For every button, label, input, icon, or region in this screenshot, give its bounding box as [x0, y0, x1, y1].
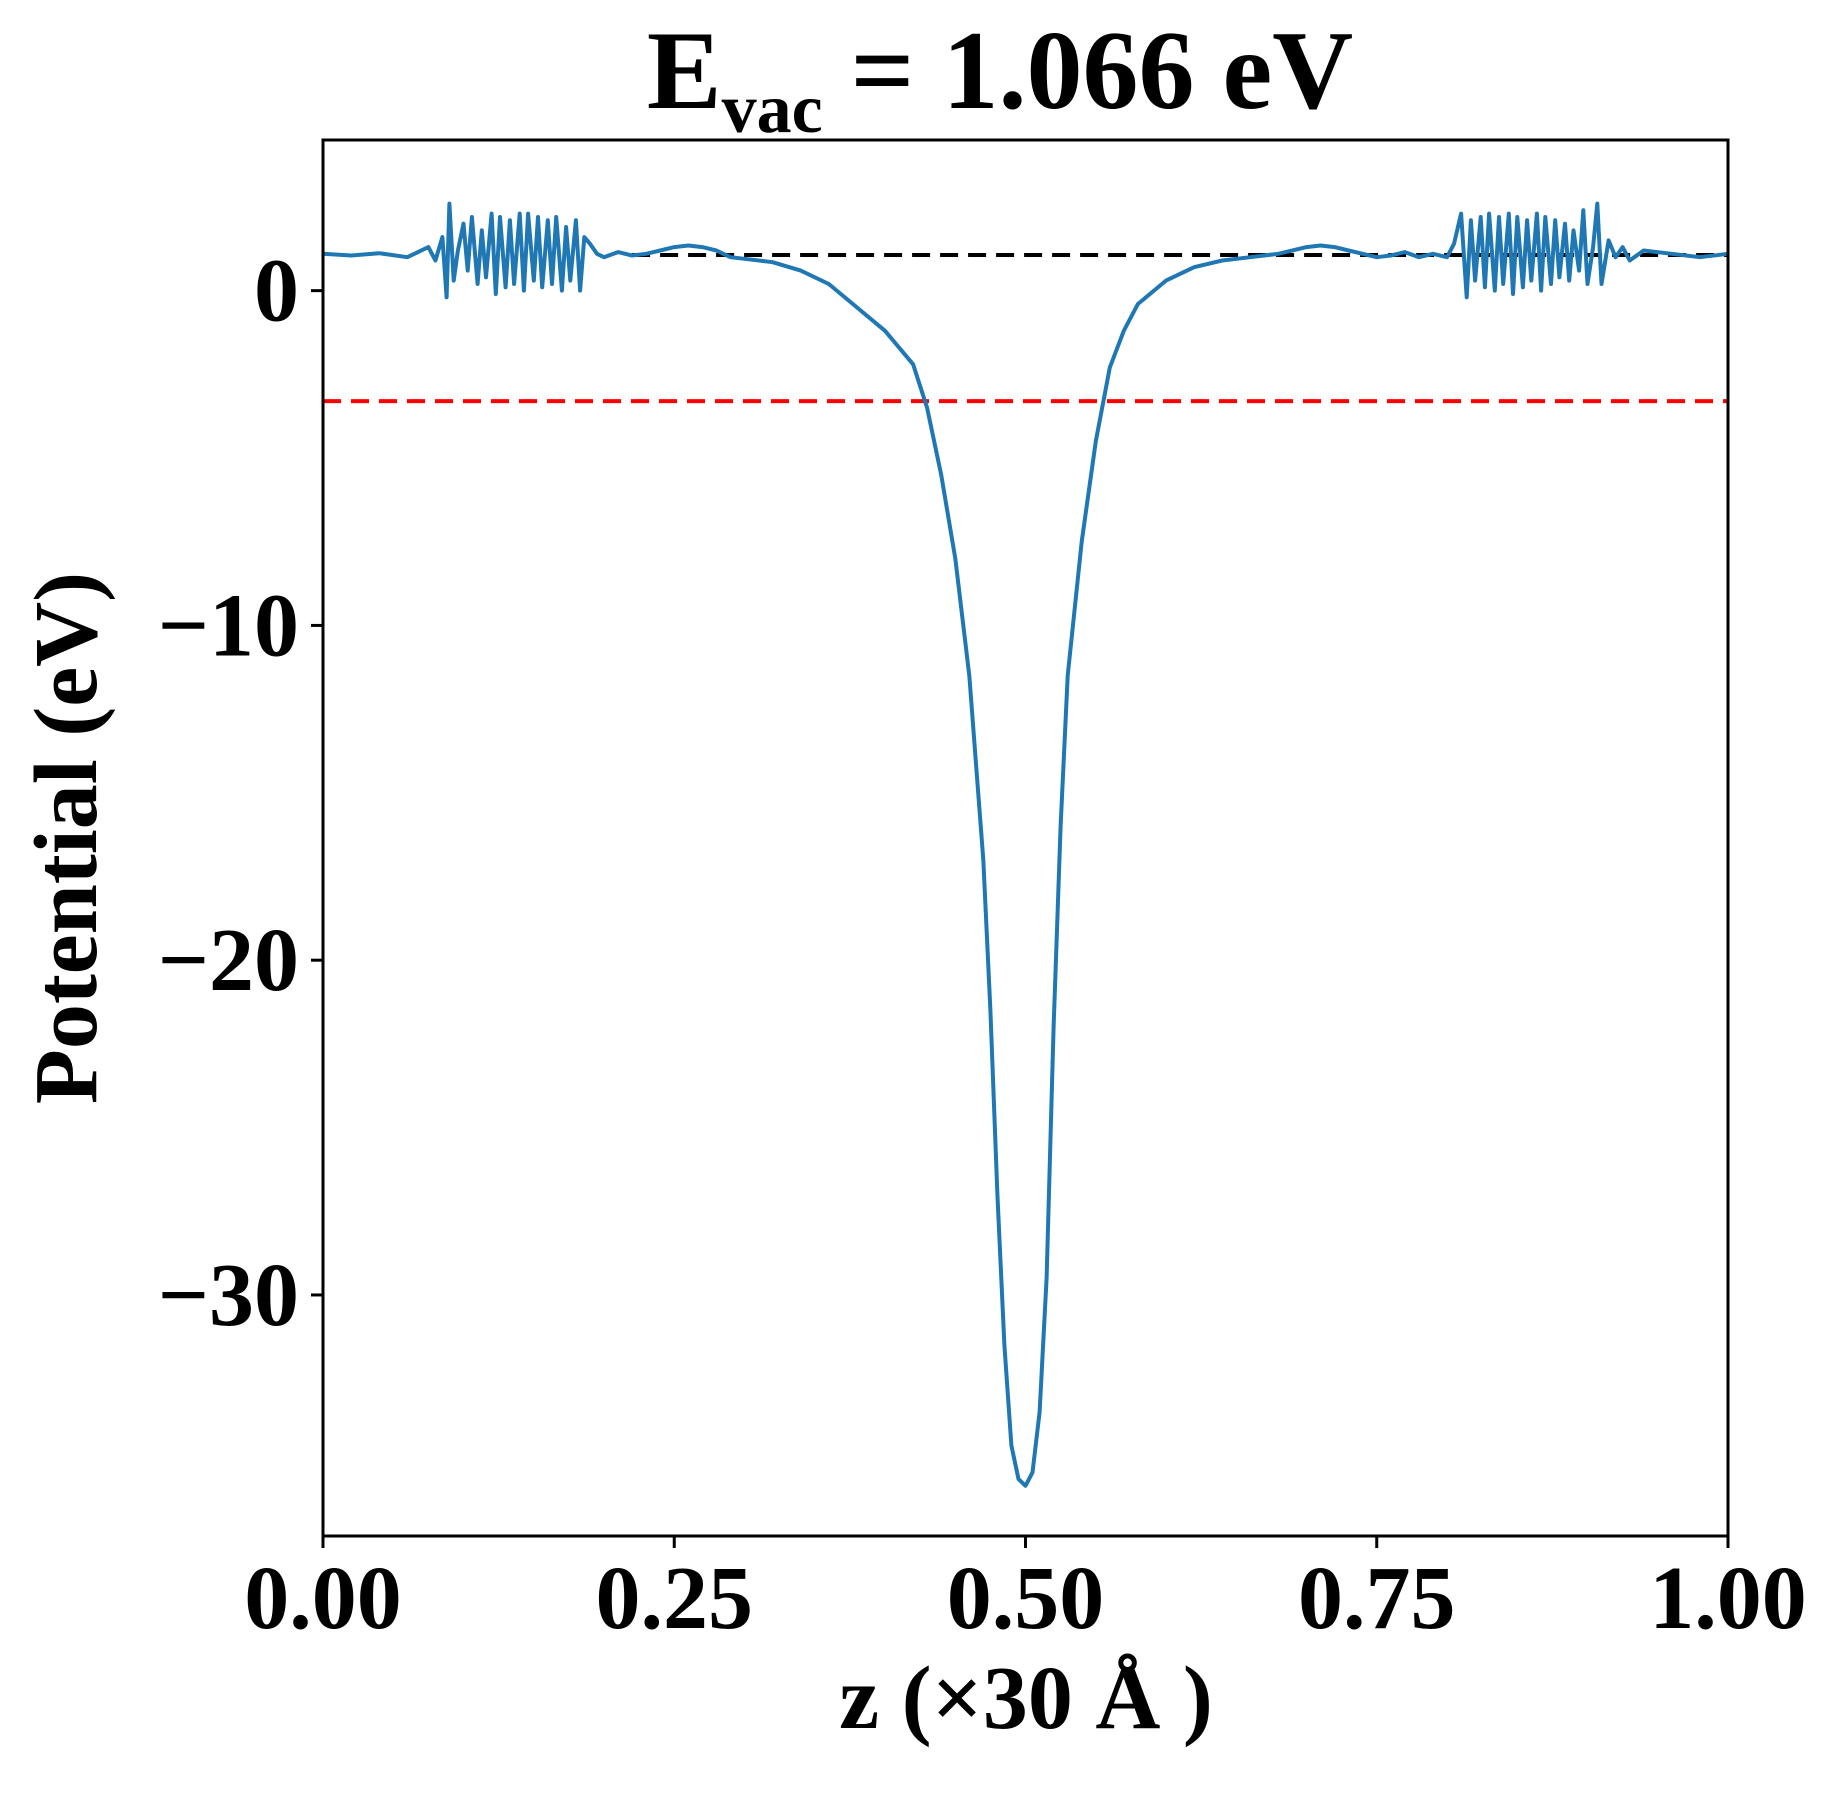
x-tick-label: 0.75: [1298, 1549, 1456, 1648]
y-axis: 0 −10 −20 −30: [158, 242, 323, 1345]
x-tick-label: 0.00: [244, 1549, 402, 1648]
x-tick-label: 0.25: [596, 1549, 754, 1648]
chart-title-subscript: vac: [722, 71, 823, 148]
series-line-0: [322, 201, 1729, 1488]
y-tick-label: −30: [158, 1246, 299, 1345]
chart-title-rest: = 1.066 eV: [823, 9, 1353, 133]
y-tick-label: −20: [158, 911, 299, 1010]
chart-title-main: E: [647, 9, 722, 133]
chart-title: Evac = 1.066 eV: [647, 9, 1353, 148]
x-axis: 0.00 0.25 0.50 0.75 1.00: [244, 1536, 1807, 1648]
x-tick-label: 0.50: [947, 1549, 1105, 1648]
y-axis-label: Potential (eV): [17, 572, 116, 1104]
y-tick-label: −10: [158, 576, 299, 675]
y-tick-label: 0: [254, 242, 299, 341]
plot-area: [322, 201, 1729, 1488]
x-tick-label: 1.00: [1649, 1549, 1807, 1648]
x-axis-label: z (×30 Å ): [839, 1649, 1213, 1748]
